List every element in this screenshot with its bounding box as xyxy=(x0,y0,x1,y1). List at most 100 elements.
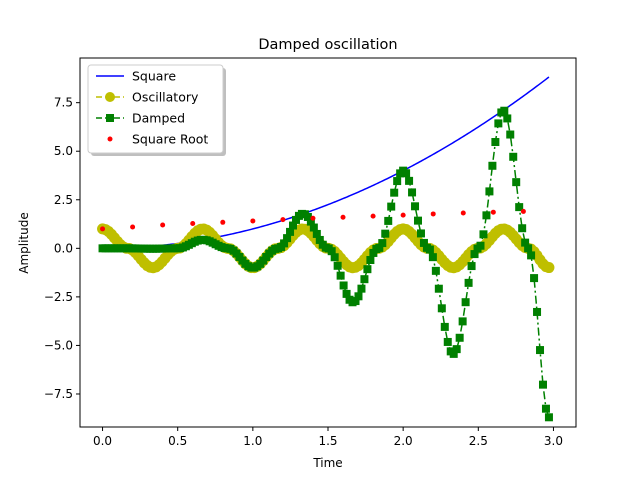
data-point xyxy=(286,227,295,236)
data-point xyxy=(485,187,494,196)
legend-item: Square Root xyxy=(107,132,208,147)
data-point xyxy=(443,337,452,346)
x-tick-label: 3.0 xyxy=(544,434,563,448)
data-point xyxy=(381,229,390,238)
x-tick-label: 0.0 xyxy=(93,434,112,448)
x-axis: 0.0 0.5 1.0 1.5 2.0 2.5 3.0 xyxy=(93,427,563,448)
data-point xyxy=(509,152,518,161)
legend-item: Damped xyxy=(96,111,185,126)
data-point xyxy=(393,177,402,186)
data-point xyxy=(390,188,399,197)
data-point xyxy=(437,304,446,313)
data-point xyxy=(370,213,376,219)
data-point xyxy=(306,217,315,226)
data-point xyxy=(494,119,503,128)
data-point xyxy=(378,239,387,248)
legend-marker xyxy=(105,92,115,102)
y-tick-label: −7.5 xyxy=(44,387,73,401)
data-point xyxy=(327,247,336,256)
data-point xyxy=(488,161,497,170)
data-point xyxy=(515,203,524,212)
data-point xyxy=(414,216,423,225)
data-point xyxy=(500,106,509,115)
data-point xyxy=(503,114,512,123)
data-point xyxy=(357,284,366,293)
data-point xyxy=(160,222,166,228)
y-tick-label: −5.0 xyxy=(44,338,73,352)
data-point xyxy=(541,404,550,413)
data-point xyxy=(460,210,466,216)
y-tick-label: −2.5 xyxy=(44,290,73,304)
data-point xyxy=(518,224,527,233)
series-square-root xyxy=(100,208,526,232)
axes-frame xyxy=(79,57,577,428)
data-point xyxy=(536,346,545,355)
data-point xyxy=(425,245,434,254)
data-point xyxy=(360,275,369,284)
data-point xyxy=(544,413,553,422)
y-tick-label: 2.5 xyxy=(54,193,73,207)
data-point xyxy=(490,209,496,215)
data-point xyxy=(449,349,458,358)
data-point xyxy=(524,244,533,253)
x-tick-label: 0.5 xyxy=(168,434,187,448)
data-point xyxy=(520,208,526,214)
data-point xyxy=(309,223,318,232)
y-tick-label: 7.5 xyxy=(54,96,73,110)
x-tick-label: 1.5 xyxy=(318,434,337,448)
legend-label: Damped xyxy=(132,111,185,126)
data-point xyxy=(339,281,348,290)
data-point xyxy=(408,188,417,197)
data-point xyxy=(452,345,461,354)
data-point xyxy=(491,138,500,147)
series-damped xyxy=(98,106,553,422)
x-axis-title: Time xyxy=(312,456,342,470)
data-point xyxy=(467,262,476,271)
data-point xyxy=(527,251,536,260)
data-point xyxy=(283,234,292,243)
data-point xyxy=(530,274,539,283)
data-point xyxy=(543,262,555,274)
x-tick-label: 2.5 xyxy=(469,434,488,448)
data-point xyxy=(387,202,396,211)
data-point xyxy=(533,307,542,316)
data-point xyxy=(280,239,289,248)
data-point xyxy=(405,176,414,185)
data-point xyxy=(289,221,298,230)
legend-marker xyxy=(106,114,114,122)
data-point xyxy=(336,271,345,280)
data-point xyxy=(330,253,339,262)
chart-title: Damped oscillation xyxy=(258,37,397,53)
data-point xyxy=(384,216,393,225)
legend: Square Oscillatory Damped Square Root xyxy=(87,64,226,156)
data-point xyxy=(363,265,372,274)
data-point xyxy=(400,212,406,218)
x-tick-label: 1.0 xyxy=(243,434,262,448)
data-point xyxy=(291,215,300,224)
data-point xyxy=(411,202,420,211)
legend-label: Square Root xyxy=(132,132,208,147)
data-point xyxy=(315,235,324,244)
legend-label: Oscillatory xyxy=(132,90,199,105)
data-point xyxy=(303,212,312,221)
data-point xyxy=(482,211,491,220)
data-point xyxy=(220,219,226,225)
data-point xyxy=(455,333,464,342)
y-axis-title: Amplitude xyxy=(17,212,31,274)
data-point xyxy=(366,256,375,265)
data-point xyxy=(538,380,547,389)
data-point xyxy=(521,238,530,247)
y-tick-label: 0.0 xyxy=(54,241,73,255)
data-point xyxy=(419,238,428,247)
y-axis: −7.5 −5.0 −2.5 0.0 2.5 5.0 7.5 xyxy=(44,96,80,401)
data-point xyxy=(431,266,440,275)
data-point xyxy=(416,229,425,238)
data-point xyxy=(312,229,321,238)
data-point xyxy=(100,226,106,232)
data-point xyxy=(479,230,488,239)
data-point xyxy=(310,215,316,221)
data-point xyxy=(333,261,342,270)
legend-marker xyxy=(107,136,113,142)
